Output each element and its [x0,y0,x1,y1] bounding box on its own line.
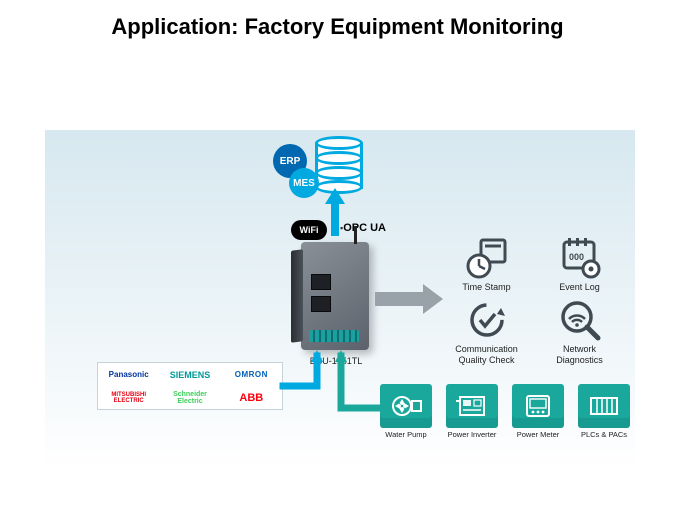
device-plcs-pacs: PLCs & PACs [575,384,633,439]
clock-calendar-icon [465,236,509,280]
device-power-inverter: Power Inverter [443,384,501,439]
device-label: Power Meter [517,431,560,439]
svg-text:000: 000 [569,252,584,262]
power-inverter-icon [446,384,498,428]
diagram-canvas: ERP MES WiFi ▪OPC UA ECU-1051TL [45,130,635,470]
device-label: Power Inverter [448,431,497,439]
feature-label: Event Log [559,282,600,292]
logo-omron: OMRON [235,370,268,379]
logo-panasonic: Panasonic [109,370,149,379]
arrow-gateway-to-features [375,282,443,316]
device-power-meter: Power Meter [509,384,567,439]
logo-mitsubishi: MITSUBISHI ELECTRIC [111,392,146,404]
feature-label: Time Stamp [462,282,510,292]
water-pump-icon [380,384,432,428]
device-water-pump: Water Pump [377,384,435,439]
calendar-gear-icon: 000 [558,236,602,280]
mes-badge: MES [289,168,319,198]
plc-brand-box: Panasonic SIEMENS OMRON MITSUBISHI ELECT… [97,362,283,410]
plc-rack-icon [578,384,630,428]
feature-grid: Time Stamp 000 Event Log [445,236,621,365]
refresh-check-icon [465,298,509,342]
gateway-device-icon [301,242,369,350]
feature-label: Communication Quality Check [455,344,518,365]
feature-label: Network Diagnostics [556,344,603,365]
device-row: Water Pump Power Inverter [377,384,633,439]
logo-abb: ABB [239,392,263,404]
feature-event-log: 000 Event Log [538,236,621,292]
wifi-icon: WiFi [291,220,327,240]
database-icon [315,136,363,188]
device-label: PLCs & PACs [581,431,627,439]
page-title: Application: Factory Equipment Monitorin… [0,0,675,40]
device-label: Water Pump [385,431,426,439]
feature-network-diag: Network Diagnostics [538,298,621,365]
logo-schneider: Schneider Electric [173,391,207,405]
feature-time-stamp: Time Stamp [445,236,528,292]
magnify-wifi-icon [558,298,602,342]
power-meter-icon [512,384,564,428]
feature-comm-quality: Communication Quality Check [445,298,528,365]
opcua-label: ▪OPC UA [340,222,386,234]
logo-siemens: SIEMENS [170,370,211,380]
gateway-label: ECU-1051TL [301,356,371,366]
